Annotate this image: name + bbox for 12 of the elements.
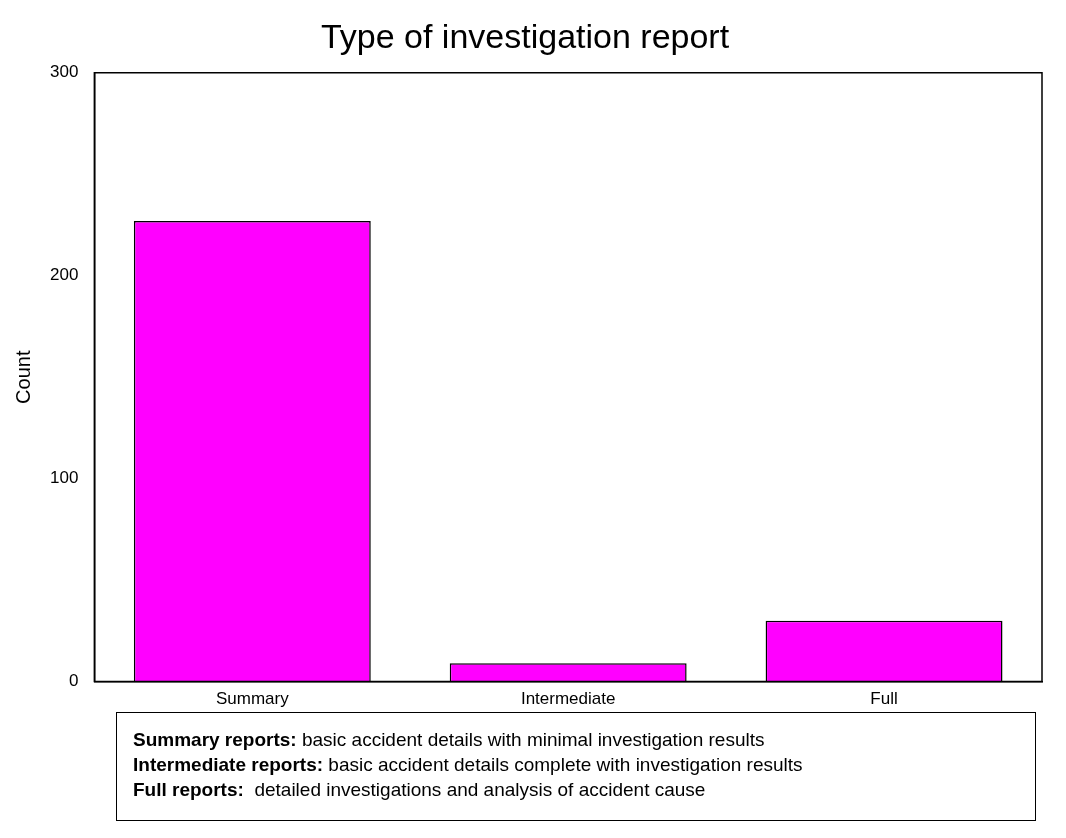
y-tick-label: 200 xyxy=(49,265,79,285)
y-tick-label: 100 xyxy=(49,468,79,488)
y-tick-label: 0 xyxy=(68,671,79,691)
x-tick-label: Summary xyxy=(215,689,290,709)
text: Intermediate reports: basic accident details complete with investigation results xyxy=(133,754,803,775)
x-tick-label: Intermediate xyxy=(520,689,616,709)
chart-title: Type of investigation report xyxy=(320,16,730,55)
y-tick-label: 300 xyxy=(49,62,79,82)
text: Full reports: detailed investigations and analysis of accident cause xyxy=(133,779,706,800)
y-axis-title: Count xyxy=(11,350,34,404)
text: Summary reports: basic accident details with minimal investigation results xyxy=(133,729,765,750)
x-tick-label: Full xyxy=(870,689,898,709)
